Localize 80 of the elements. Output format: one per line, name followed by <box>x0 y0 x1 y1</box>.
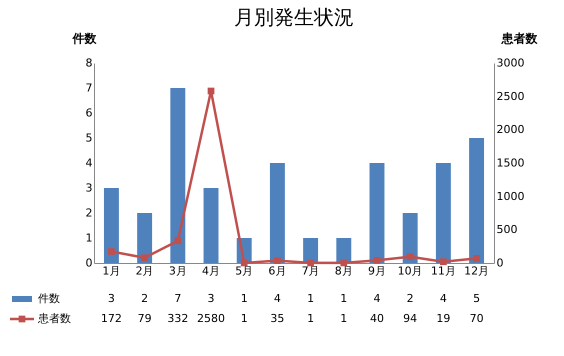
data-label: 1 <box>307 312 314 325</box>
legend-label: 件数 <box>38 292 60 305</box>
x-tick-label: 9月 <box>368 264 386 278</box>
x-tick-label: 12月 <box>464 264 490 278</box>
data-label: 1 <box>340 292 348 305</box>
y2-axis-title: 患者数 <box>500 32 538 46</box>
point <box>340 260 348 266</box>
data-label: 5 <box>473 292 480 305</box>
x-tick-label: 6月 <box>268 264 286 278</box>
x-tick-label: 7月 <box>302 264 320 278</box>
y-tick-label: 6 <box>86 106 92 120</box>
data-label: 172 <box>100 312 122 325</box>
data-label: 332 <box>167 312 188 325</box>
point <box>374 256 380 264</box>
data-label: 35 <box>270 312 284 325</box>
data-label: 4 <box>274 292 281 305</box>
bar <box>336 238 352 263</box>
bar <box>402 213 418 263</box>
x-tick-label: 4月 <box>202 264 220 278</box>
data-label: 2 <box>406 292 414 305</box>
x-tick-label: 1月 <box>102 264 120 278</box>
data-label: 70 <box>470 312 484 325</box>
data-label: 40 <box>370 312 384 325</box>
y-tick-label: 4 <box>86 156 92 170</box>
y-tick-label: 7 <box>86 82 92 94</box>
bar <box>104 188 119 263</box>
data-label: 79 <box>138 312 152 325</box>
point <box>141 254 148 262</box>
chart-title: 月別発生状況 <box>234 5 354 29</box>
x-tick-label: 8月 <box>334 264 353 278</box>
bar <box>170 88 186 263</box>
y2-tick-label: 0 <box>496 256 504 270</box>
bar <box>303 238 318 263</box>
data-label: 1 <box>240 312 248 325</box>
data-label: 2 <box>141 292 148 305</box>
data-label: 4 <box>440 292 447 305</box>
point <box>208 88 214 94</box>
bar <box>204 188 218 263</box>
data-label: 19 <box>436 312 450 325</box>
bar <box>436 163 451 263</box>
point <box>240 260 248 266</box>
data-label: 4 <box>373 292 380 305</box>
y-tick-label: 0 <box>86 256 92 270</box>
point <box>440 258 447 266</box>
y-tick-label: 5 <box>86 132 92 144</box>
x-tick-label: 11月 <box>430 264 456 278</box>
bar <box>137 213 152 263</box>
y-tick-label: 3 <box>86 182 92 194</box>
y2-tick-label: 3000 <box>496 56 524 70</box>
data-label: 1 <box>240 292 248 305</box>
y-axis-title: 件数 <box>72 32 98 46</box>
bar <box>270 163 285 263</box>
x-tick-label: 10月 <box>398 264 423 278</box>
x-tick-label: 5月 <box>235 264 254 278</box>
y2-tick-label: 500 <box>496 223 518 236</box>
point <box>307 260 314 266</box>
y-tick-label: 8 <box>86 56 92 70</box>
y-tick-label: 2 <box>86 206 92 220</box>
y2-tick-label: 1500 <box>496 156 524 170</box>
bar <box>469 138 484 263</box>
data-label: 3 <box>108 292 115 305</box>
data-label: 2580 <box>197 312 226 325</box>
point <box>406 253 414 260</box>
bar <box>370 163 384 263</box>
point <box>174 238 182 244</box>
legend-label: 患者数 <box>37 312 71 325</box>
y2-tick-label: 2500 <box>496 90 524 103</box>
point <box>473 254 480 262</box>
data-label: 1 <box>307 292 314 305</box>
y2-tick-label: 2000 <box>496 123 524 136</box>
y-tick-label: 1 <box>86 232 92 244</box>
data-label: 1 <box>340 312 348 325</box>
point <box>274 257 281 264</box>
data-label: 7 <box>174 292 182 305</box>
y2-tick-label: 1000 <box>496 190 524 203</box>
x-tick-label: 2月 <box>136 264 154 278</box>
point <box>108 248 115 255</box>
x-tick-label: 3月 <box>168 264 187 278</box>
data-label: 94 <box>403 312 418 325</box>
data-label: 3 <box>208 292 215 305</box>
